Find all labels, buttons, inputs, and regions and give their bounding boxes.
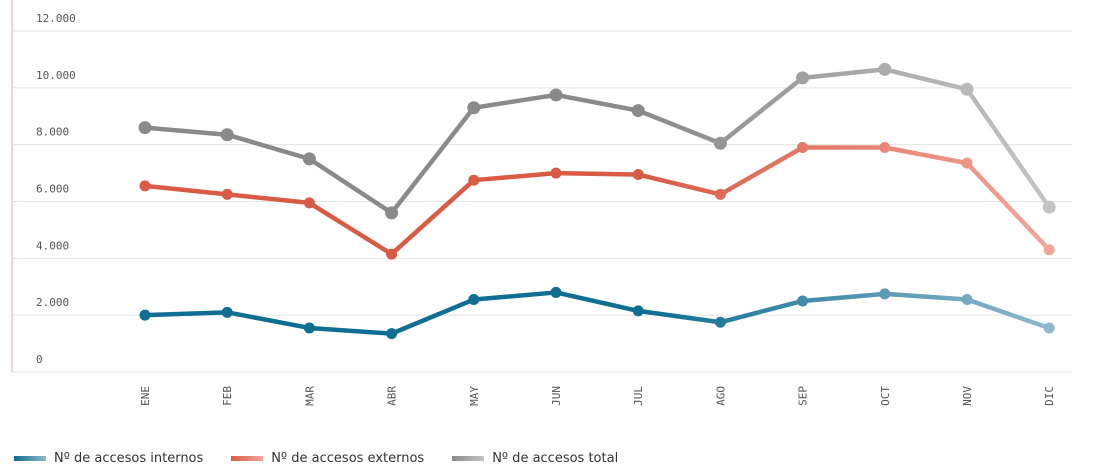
data-point [878,62,892,76]
data-point [714,316,726,328]
x-tick-label: SEP [797,386,810,406]
y-tick-label: 4.000 [36,239,69,252]
x-tick-label: MAR [303,386,316,406]
x-tick-label: JUN [550,386,563,406]
y-tick-labels: 0 2.000 4.000 6.000 8.000 10.000 12.000 [36,12,76,366]
data-point [961,294,973,306]
data-point [386,328,398,340]
data-point [549,88,563,102]
grid-lines [12,30,1072,373]
data-point [1043,322,1055,334]
data-point [220,128,234,142]
data-point [139,309,151,321]
data-point [879,142,891,154]
y-tick-label: 0 [36,353,43,366]
data-point [468,174,480,186]
line-chart: 0 2.000 4.000 6.000 8.000 10.000 12.000 ENE FEB… [11,0,1072,406]
data-point [961,157,973,169]
legend-swatch-internos [14,456,46,461]
data-point [714,188,726,200]
data-point [632,305,644,317]
series-line [142,290,1052,336]
data-point [467,101,481,115]
data-point [303,322,315,334]
data-point [221,188,233,200]
data-point [632,169,644,181]
data-point [468,294,480,306]
x-tick-label: AGO [714,386,727,406]
data-point [960,82,974,96]
legend-item-internos: Nº de accesos internos [14,451,203,466]
legend-swatch-total [452,456,485,461]
data-point [1042,200,1056,214]
x-tick-label: MAY [468,386,481,406]
x-tick-label: OCT [879,386,892,406]
data-point [713,136,727,150]
legend-label-internos: Nº de accesos internos [54,451,204,466]
series-line [142,67,1052,216]
data-point [550,167,562,179]
legend: Nº de accesos internos Nº de accesos ext… [14,451,646,466]
data-point [1043,244,1055,256]
data-point [796,71,810,85]
data-point [797,142,809,154]
y-tick-label: 6.000 [36,183,69,196]
series-lines [142,67,1052,336]
y-tick-label: 12.000 [36,12,76,25]
x-tick-label: NOV [961,386,974,406]
data-point [385,206,399,220]
data-point [139,180,151,192]
data-point [631,104,645,118]
data-point [879,288,891,300]
legend-label-externos: Nº de accesos externos [271,451,425,466]
x-tick-label: ABR [386,386,399,406]
data-point [303,197,315,209]
data-point [138,121,152,135]
legend-item-total: Nº de accesos total [452,451,618,466]
legend-item-externos: Nº de accesos externos [231,451,424,466]
series-points [138,62,1056,340]
x-tick-label: FEB [221,386,234,406]
y-tick-label: 10.000 [36,69,76,82]
y-tick-label: 2.000 [36,296,69,309]
x-tick-label: DIC [1043,386,1056,406]
legend-swatch-externos [231,456,264,461]
x-tick-label: JUL [632,386,645,406]
data-point [386,248,398,260]
series-line [142,145,1052,257]
x-tick-labels: ENE FEB MAR ABR MAY JUN JUL AGO SEP OCT NOV DIC [139,386,1056,406]
y-tick-label: 8.000 [36,126,69,139]
data-point [221,306,233,318]
legend-label-total: Nº de accesos total [492,451,619,466]
x-tick-label: ENE [139,386,152,406]
data-point [550,286,562,298]
data-point [302,152,316,166]
data-point [797,295,809,307]
